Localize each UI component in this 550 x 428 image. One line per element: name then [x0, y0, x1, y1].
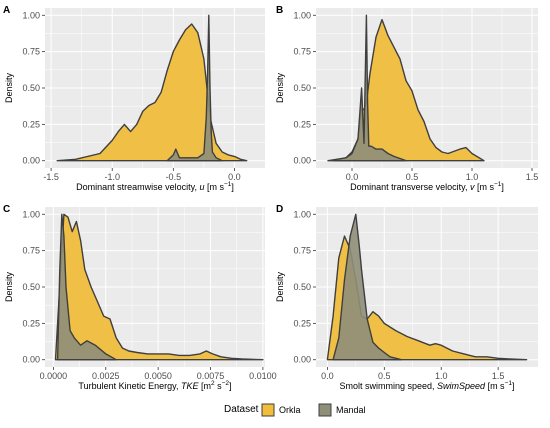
- panel-c-density-mandal: [56, 213, 117, 361]
- panel-d-density-mandal: [332, 213, 403, 361]
- panel-c-ytick-label: 1.00: [22, 209, 40, 219]
- panel-b-ytick-label: 0.25: [293, 119, 311, 129]
- legend-label-orkla: Orkla: [279, 405, 301, 415]
- panel-d-xtick-label: 0.0: [321, 371, 334, 381]
- panel-d-ytick-label: 0.25: [293, 318, 311, 328]
- panel-a-ytick-label: 0.75: [22, 47, 40, 57]
- panel-b-ytick-label: 0.00: [293, 156, 311, 166]
- panel-b-letter: B: [276, 5, 283, 16]
- panel-c-ylabel: Density: [4, 271, 14, 302]
- panel-b-xlabel: Dominant transverse velocity, v [m s−1]: [350, 181, 504, 192]
- panel-a-xtick-label: -1.5: [43, 172, 59, 182]
- panel-b-density-mandal: [327, 14, 407, 162]
- panel-a-letter: A: [3, 5, 10, 16]
- panel-c-xtick-label: 0.0100: [249, 371, 277, 381]
- panel-a-ytick-label: 1.00: [22, 10, 40, 20]
- panel-b: 0.0 0.5 1.0 1.5 0.00 0.25 0.50 0.75 1.00 Density D…: [275, 5, 538, 192]
- panel-d-ytick-label: 0.75: [293, 246, 311, 256]
- panel-a-xtick-label: -1.0: [104, 172, 120, 182]
- panel-a-density-orkla: [56, 23, 248, 162]
- panel-d-ytick-label: 0.00: [293, 355, 311, 365]
- panel-c-density-orkla: [54, 213, 264, 361]
- panel-c-xtick-label: 0.0025: [92, 371, 120, 381]
- panel-d-letter: D: [276, 204, 283, 215]
- legend: Dataset Orkla Mandal: [224, 403, 366, 417]
- panel-c-xtick-label: 0.0075: [197, 371, 225, 381]
- panel-d-xtick-label: 1.5: [492, 371, 505, 381]
- panel-a-ytick-label: 0.50: [22, 83, 40, 93]
- panel-b-xtick-label: 1.0: [466, 172, 479, 182]
- panel-c-xtick-label: 0.0050: [144, 371, 172, 381]
- panel-d-xtick-label: 0.5: [378, 371, 391, 381]
- panel-b-xtick-label: 1.5: [526, 172, 539, 182]
- panel-b-ylabel: Density: [275, 72, 285, 103]
- legend-title: Dataset: [224, 404, 259, 415]
- panel-c-ytick-label: 0.50: [22, 282, 40, 292]
- panel-c-ytick-label: 0.25: [22, 318, 40, 328]
- panel-c: 0.0000 0.0025 0.0050 0.0075 0.0100 0.00 0.25 0.…: [3, 204, 277, 391]
- panel-b-ytick-label: 0.75: [293, 47, 311, 57]
- panel-b-xtick-label: 0.5: [406, 172, 419, 182]
- panel-d-xtick-label: 1.0: [435, 371, 448, 381]
- panel-c-ytick-label: 0.75: [22, 246, 40, 256]
- panel-a-xtick-label: -0.5: [166, 172, 182, 182]
- panel-b-ytick-label: 1.00: [293, 10, 311, 20]
- panel-c-xtick-label: 0.0000: [40, 371, 68, 381]
- panel-c-ytick-label: 0.00: [22, 355, 40, 365]
- panel-a: -1.5 -1.0 -0.5 0.0 0.00 0.25 0.50 0.75 1.00 Densi…: [3, 5, 265, 192]
- panel-d: 0.0 0.5 1.0 1.5 0.00 0.25 0.50 0.75 1.00 Density S…: [275, 204, 538, 391]
- panel-c-letter: C: [3, 204, 10, 215]
- legend-swatch-mandal: [318, 403, 332, 417]
- panel-b-ytick-label: 0.50: [293, 83, 311, 93]
- panel-d-xlabel: Smolt swimming speed, SwimSpeed [m s−1]: [339, 380, 514, 391]
- panel-a-ytick-label: 0.25: [22, 119, 40, 129]
- panel-d-ylabel: Density: [275, 271, 285, 302]
- panel-b-xtick-label: 0.0: [346, 172, 359, 182]
- panel-a-xlabel: Dominant streamwise velocity, u [m s−1]: [76, 181, 234, 192]
- panel-d-ytick-label: 1.00: [293, 209, 311, 219]
- panel-c-xlabel: Turbulent Kinetic Energy, TKE [m2 s−2]: [78, 380, 231, 391]
- panel-d-ytick-label: 0.50: [293, 282, 311, 292]
- panel-a-xtick-label: 0.0: [228, 172, 241, 182]
- panel-a-ytick-label: 0.00: [22, 156, 40, 166]
- panel-a-density-mandal: [166, 14, 223, 162]
- legend-swatch-orkla: [261, 403, 275, 417]
- legend-label-mandal: Mandal: [336, 405, 366, 415]
- panel-a-ylabel: Density: [4, 72, 14, 103]
